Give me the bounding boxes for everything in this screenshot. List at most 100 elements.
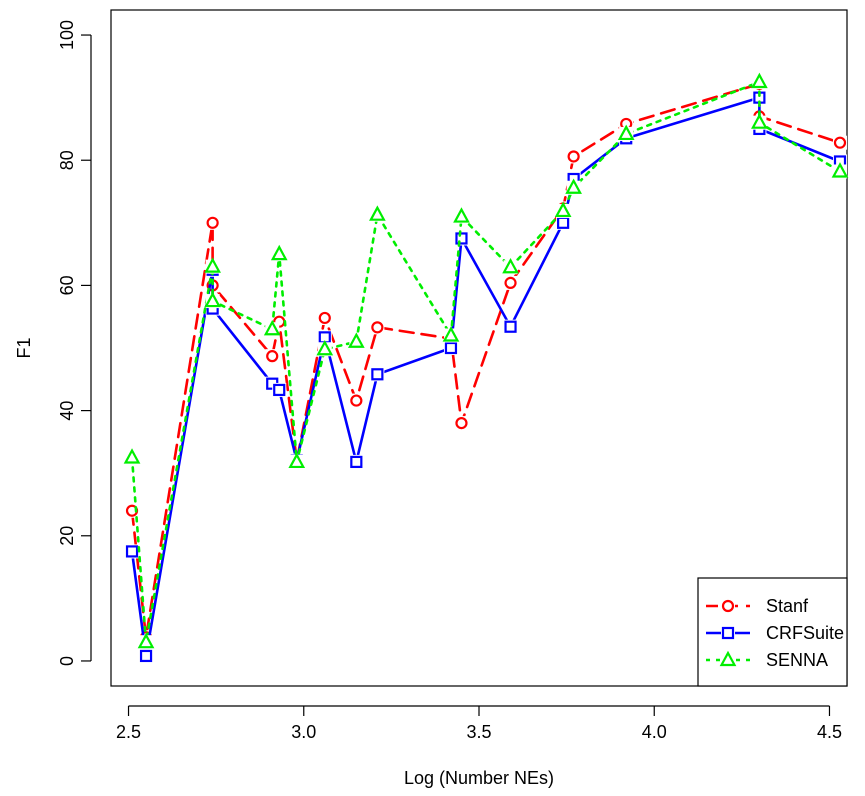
x-tick-label: 3.5 xyxy=(466,722,491,742)
data-point-crfsuite xyxy=(273,383,286,397)
marker-gap xyxy=(503,319,518,334)
y-tick-label: 20 xyxy=(57,526,77,546)
data-point-crfsuite xyxy=(139,649,153,663)
series-stanf xyxy=(125,76,847,645)
marker-gap xyxy=(265,322,280,337)
legend-label: Stanf xyxy=(766,596,809,616)
data-point-senna xyxy=(617,124,635,141)
marker-gap xyxy=(139,635,154,650)
marker-gap xyxy=(317,330,332,345)
data-point-crfsuite xyxy=(504,320,517,333)
marker-gap xyxy=(752,90,767,105)
marker-gap xyxy=(619,126,634,141)
data-point-stanf xyxy=(833,136,847,149)
marker-gap xyxy=(752,115,767,130)
legend-marker-crfsuite xyxy=(721,626,735,640)
marker-gap xyxy=(556,203,571,218)
series-layer xyxy=(123,72,849,663)
data-point-senna xyxy=(751,72,768,89)
data-point-stanf xyxy=(206,216,219,229)
data-point-senna xyxy=(316,339,334,356)
data-point-stanf xyxy=(371,321,384,334)
x-tick-label: 2.5 xyxy=(116,722,141,742)
data-point-senna xyxy=(502,257,519,274)
y-tick-label: 100 xyxy=(57,20,77,50)
legend-marker-stanf xyxy=(721,599,735,613)
marker-gap xyxy=(566,180,581,195)
data-point-stanf xyxy=(455,417,468,430)
marker-gap xyxy=(349,334,364,349)
data-point-senna xyxy=(347,332,365,348)
marker-gap xyxy=(272,247,287,262)
data-point-senna xyxy=(137,632,155,649)
data-point-senna xyxy=(453,207,470,223)
data-point-crfsuite xyxy=(350,455,363,469)
plot-frame xyxy=(110,9,848,687)
data-point-stanf xyxy=(318,311,331,325)
data-point-senna xyxy=(751,113,768,129)
marker-gap xyxy=(349,454,364,469)
marker-gap xyxy=(503,260,518,275)
y-axis-label: F1 xyxy=(14,337,34,358)
data-point-senna xyxy=(204,291,221,308)
legend-marker-gap xyxy=(721,653,735,667)
marker-gap xyxy=(370,367,385,382)
series-line-senna xyxy=(130,80,842,644)
marker-gap xyxy=(556,215,571,230)
y-tick-label: 60 xyxy=(57,275,77,295)
marker-gap xyxy=(125,544,140,559)
data-point-senna xyxy=(565,178,582,194)
marker-gap xyxy=(272,382,287,397)
marker-gap xyxy=(317,342,332,357)
x-tick-label: 4.0 xyxy=(642,722,667,742)
series-line-stanf xyxy=(130,82,842,639)
marker-gap xyxy=(454,209,469,224)
marker-gap xyxy=(139,648,154,663)
marker-gap xyxy=(370,207,385,222)
marker-gap xyxy=(205,259,220,274)
series-senna xyxy=(123,72,849,650)
data-point-stanf xyxy=(567,150,580,163)
data-point-crfsuite xyxy=(125,545,139,558)
data-point-senna xyxy=(270,244,288,261)
y-tick-label: 80 xyxy=(57,150,77,170)
data-point-stanf xyxy=(504,276,517,290)
legend-item-stanf: Stanf xyxy=(706,596,809,616)
marker-gap xyxy=(443,341,458,355)
legend-item-crfsuite: CRFSuite xyxy=(706,623,844,643)
legend-item-senna: SENNA xyxy=(706,650,828,670)
data-point-senna xyxy=(369,205,386,221)
data-point-stanf xyxy=(266,350,279,363)
legend-label: SENNA xyxy=(766,650,828,670)
data-point-crfsuite xyxy=(455,232,468,245)
marker-gap xyxy=(752,74,767,89)
y-tick-label: 40 xyxy=(57,401,77,421)
marker-gap xyxy=(125,450,140,465)
data-point-senna xyxy=(123,448,141,464)
marker-gap xyxy=(205,294,220,309)
legend-marker-senna xyxy=(719,650,737,667)
x-tick-label: 4.5 xyxy=(817,722,842,742)
data-point-stanf xyxy=(350,394,363,407)
data-point-crfsuite xyxy=(444,341,458,355)
legend: Stanf CRFSuite SENNA xyxy=(697,577,848,687)
series-line-crfsuite xyxy=(130,96,842,658)
legend-marker-gap xyxy=(721,626,735,640)
marker-gap xyxy=(832,164,847,179)
data-point-senna xyxy=(204,257,221,273)
x-axis-label: Log (Number NEs) xyxy=(404,768,554,788)
marker-gap xyxy=(289,454,304,469)
axes-layer: 2.5 3.0 3.5 4.0 4.5 0 20 40 60 80 100 xyxy=(57,20,842,742)
legend-label: CRFSuite xyxy=(766,623,844,643)
marker-gap xyxy=(443,328,458,343)
series-crfsuite xyxy=(125,90,847,663)
y-tick-label: 0 xyxy=(57,656,77,666)
data-point-senna xyxy=(554,201,572,218)
data-point-senna xyxy=(263,319,281,336)
data-point-senna xyxy=(442,326,460,342)
data-point-senna xyxy=(288,452,306,469)
data-point-crfsuite xyxy=(371,368,384,381)
data-point-senna xyxy=(831,162,849,178)
x-tick-label: 3.0 xyxy=(291,722,316,742)
